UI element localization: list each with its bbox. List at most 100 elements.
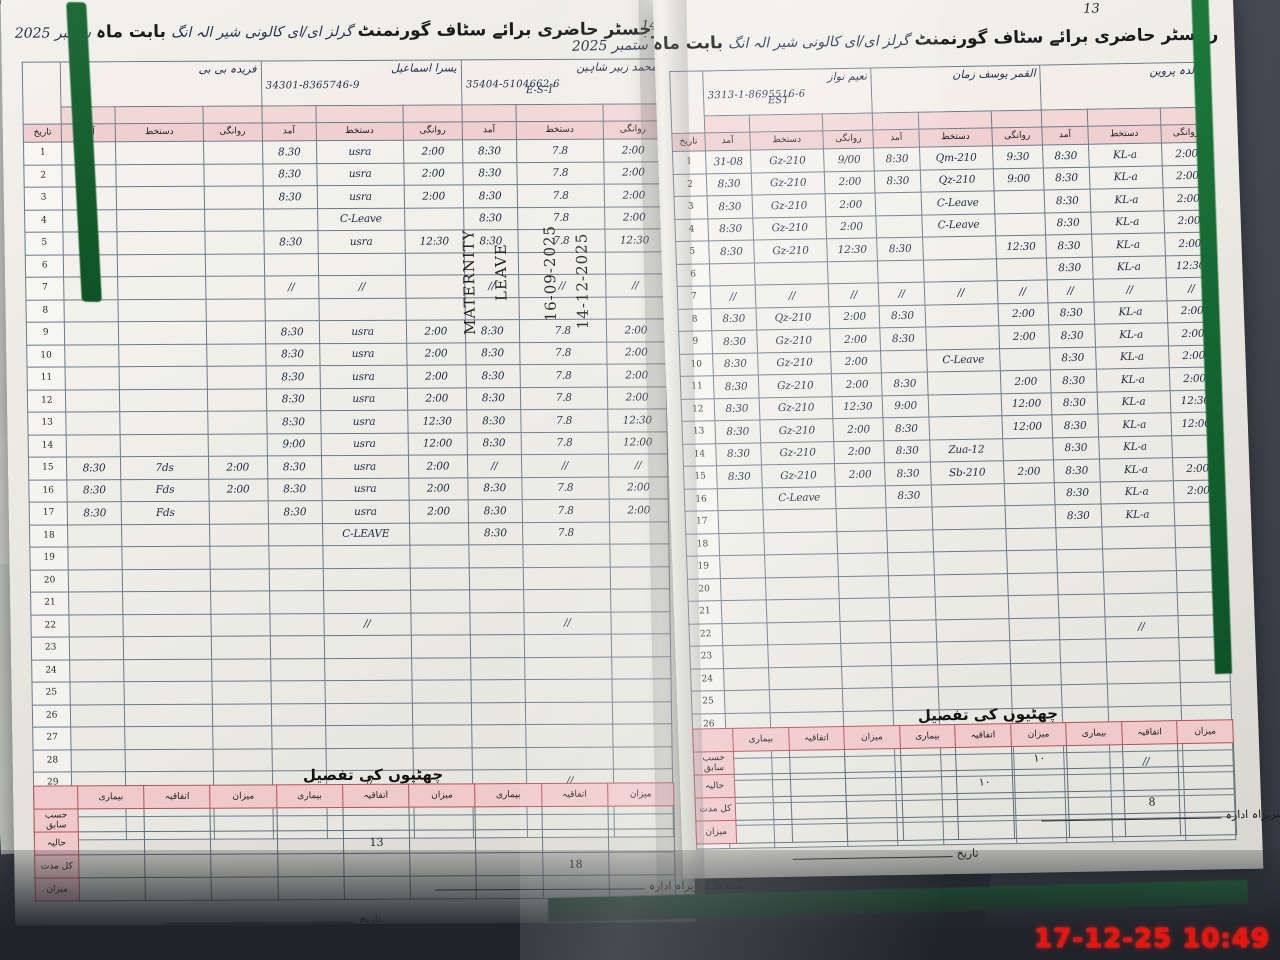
attendance-cell[interactable]: 8:30 [711,330,758,354]
attendance-cell[interactable] [836,530,889,554]
attendance-cell[interactable] [121,523,210,547]
attendance-cell[interactable]: 2:00 [406,364,467,388]
attendance-cell[interactable]: usra [315,140,404,164]
attendance-cell[interactable]: 9:00 [266,433,321,456]
attendance-cell[interactable]: 2:00 [834,462,886,487]
attendance-cell[interactable]: 9:30 [992,145,1044,169]
attendance-cell[interactable] [836,507,888,532]
summary-cell[interactable] [1069,813,1126,838]
summary-cell[interactable] [1123,766,1180,791]
attendance-cell[interactable]: 7ds [120,456,209,480]
attendance-row[interactable]: 26 [32,701,672,728]
attendance-cell[interactable] [839,597,891,622]
attendance-cell[interactable] [468,567,524,590]
attendance-cell[interactable] [117,276,206,300]
attendance-cell[interactable] [116,208,205,232]
attendance-cell[interactable] [523,589,611,613]
summary-cell[interactable] [342,807,410,831]
attendance-cell[interactable] [409,567,470,591]
attendance-cell[interactable] [324,702,413,726]
attendance-cell[interactable]: 8:30 [263,230,318,254]
attendance-cell[interactable] [886,506,933,531]
attendance-cell[interactable] [931,505,1006,530]
attendance-cell[interactable] [468,544,523,568]
attendance-cell[interactable]: // [1092,277,1167,302]
attendance-cell[interactable]: 8:30 [465,364,521,388]
attendance-cell[interactable]: 8:30 [710,307,757,331]
attendance-cell[interactable]: 2:00 [829,305,881,329]
attendance-cell[interactable]: 2:00 [831,372,883,397]
attendance-cell[interactable] [411,657,471,681]
attendance-cell[interactable]: usra [316,162,404,186]
attendance-cell[interactable]: 8:30 [706,195,753,219]
attendance-cell[interactable]: 8:30 [1055,504,1102,528]
attendance-cell[interactable]: usra [320,455,409,479]
attendance-cell[interactable] [1056,548,1103,573]
attendance-cell[interactable] [318,297,407,321]
attendance-cell[interactable]: 7.8 [518,319,607,343]
attendance-cell[interactable]: 8:30 [714,419,761,444]
attendance-cell[interactable] [263,253,319,276]
attendance-cell[interactable]: KL-a [1097,412,1172,437]
attendance-cell[interactable] [120,411,208,435]
attendance-cell[interactable]: KL-a [1087,142,1162,167]
attendance-cell[interactable]: 2:00 [832,417,885,442]
attendance-cell[interactable] [525,746,614,770]
attendance-cell[interactable] [889,596,936,621]
summary-cell[interactable] [1067,767,1124,792]
attendance-cell[interactable]: 8:30 [877,237,924,261]
attendance-cell[interactable]: 2:00 [829,327,882,352]
attendance-cell[interactable]: Fds [121,501,210,525]
attendance-cell[interactable]: KL-a [1100,502,1175,527]
attendance-cell[interactable] [1009,639,1061,664]
attendance-cell[interactable] [470,679,525,703]
summary-cell[interactable] [955,746,1012,771]
attendance-cell[interactable] [719,554,766,579]
attendance-cell[interactable] [875,192,922,216]
attendance-cell[interactable] [323,590,411,614]
attendance-cell[interactable]: 31-08 [705,150,752,174]
attendance-cell[interactable]: 8:30 [462,184,518,208]
attendance-cell[interactable] [207,410,267,434]
summary-cell[interactable] [541,829,609,853]
attendance-cell[interactable]: 12:30 [832,395,884,419]
attendance-cell[interactable]: // [1104,615,1179,639]
attendance-cell[interactable]: KL-a [1095,367,1170,392]
attendance-cell[interactable] [123,658,212,682]
attendance-cell[interactable]: 8:30 [715,442,762,466]
attendance-cell[interactable]: // [521,454,609,478]
summary-cell[interactable] [791,818,848,843]
attendance-cell[interactable]: 8:30 [265,343,320,366]
attendance-cell[interactable]: 7.8 [522,521,610,545]
summary-cell[interactable] [734,773,791,798]
summary-cell[interactable] [1012,791,1070,816]
attendance-cell[interactable] [1057,571,1104,595]
attendance-row[interactable]: 21 [30,588,670,615]
summary-cell[interactable] [844,748,901,773]
attendance-cell[interactable] [924,303,999,328]
attendance-cell[interactable] [993,189,1046,214]
attendance-cell[interactable]: 2:00 [408,499,469,523]
attendance-cell[interactable] [877,259,924,283]
attendance-cell[interactable]: 9/00 [823,147,875,172]
attendance-cell[interactable] [405,274,465,298]
summary-cell[interactable] [788,749,846,774]
attendance-cell[interactable] [203,185,264,209]
attendance-cell[interactable] [888,574,935,598]
attendance-cell[interactable] [322,545,410,569]
attendance-cell[interactable] [934,595,1009,620]
attendance-cell[interactable]: 12:30 [404,229,465,253]
attendance-cell[interactable]: 7.8 [521,476,610,500]
attendance-cell[interactable]: C-Leave [920,190,995,215]
attendance-cell[interactable] [124,703,213,727]
attendance-cell[interactable] [405,252,465,276]
attendance-cell[interactable] [203,163,263,187]
attendance-cell[interactable]: 12:30 [826,237,878,262]
attendance-cell[interactable] [1058,593,1105,618]
attendance-cell[interactable] [115,141,204,165]
attendance-cell[interactable] [1060,661,1107,685]
attendance-cell[interactable]: KL-a [1096,390,1171,415]
attendance-cell[interactable]: 8:30 [1052,436,1099,460]
attendance-cell[interactable]: 8:30 [716,464,763,489]
attendance-cell[interactable]: 7.8 [517,229,606,253]
